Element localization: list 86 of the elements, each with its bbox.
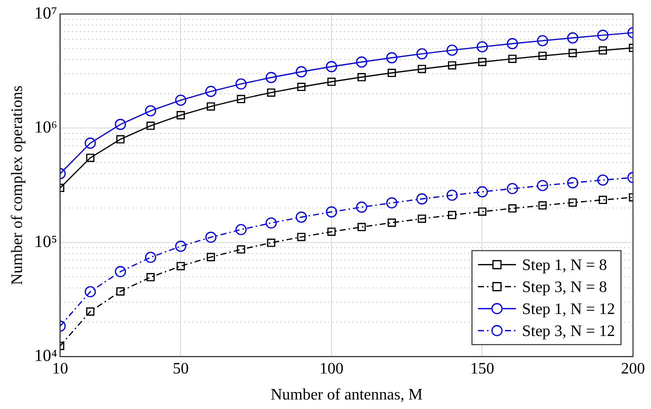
point (388, 218, 396, 227)
point (418, 64, 426, 74)
point (568, 48, 577, 58)
point (327, 228, 336, 236)
x-tick-label: 150 (470, 360, 494, 378)
point (536, 180, 548, 192)
point (327, 78, 336, 86)
point (386, 52, 398, 64)
point (236, 245, 246, 254)
point (597, 174, 608, 186)
point (478, 58, 486, 66)
point (476, 186, 488, 198)
point (146, 273, 155, 282)
point (478, 207, 486, 216)
point (296, 212, 307, 223)
point (358, 73, 366, 82)
point (418, 214, 426, 223)
point (536, 35, 548, 46)
point (446, 44, 458, 56)
point (206, 102, 216, 111)
point (476, 41, 488, 52)
point (506, 182, 518, 194)
point (297, 232, 306, 242)
point (84, 286, 96, 298)
point (176, 111, 185, 120)
point (86, 154, 94, 162)
point (236, 94, 246, 104)
legend-label: Step 1, N = 12 (522, 300, 616, 318)
point (448, 210, 456, 220)
point (267, 88, 276, 97)
legend-label: Step 3, N = 12 (522, 322, 616, 340)
point (175, 94, 186, 106)
y-tick-label: 10⁵ (34, 232, 58, 251)
point (598, 196, 607, 204)
point (114, 118, 126, 130)
x-tick-label: 50 (172, 360, 189, 378)
point (146, 122, 155, 130)
point (205, 232, 216, 243)
point (538, 201, 547, 210)
point (206, 252, 216, 262)
y-tick-label: 10⁶ (34, 118, 58, 137)
x-axis-title: Number of antennas, M (270, 386, 423, 404)
y-tick-label: 10⁷ (34, 3, 58, 22)
point (356, 202, 368, 213)
legend-label: Step 1, N = 8 (522, 256, 608, 274)
legend-label: Step 3, N = 8 (522, 278, 608, 296)
point (448, 61, 456, 70)
point (446, 190, 458, 201)
point (116, 135, 125, 144)
point (326, 61, 338, 72)
point (356, 56, 368, 68)
point (538, 52, 547, 60)
point (144, 105, 156, 116)
point (506, 38, 518, 50)
point (297, 82, 306, 92)
point (416, 48, 428, 60)
point (266, 72, 277, 84)
point (114, 266, 126, 278)
x-tick-label: 200 (621, 360, 645, 378)
point (388, 68, 396, 78)
point (326, 206, 338, 218)
point (205, 86, 216, 98)
point (267, 238, 276, 247)
point (567, 32, 578, 44)
point (176, 262, 185, 270)
point (86, 307, 94, 316)
point (296, 66, 307, 78)
point (597, 30, 608, 41)
point (567, 177, 578, 188)
point (235, 78, 247, 90)
point (386, 197, 398, 208)
point (358, 222, 366, 232)
point (266, 217, 277, 229)
point (568, 198, 577, 207)
x-tick-label: 10 (52, 360, 68, 378)
y-axis-title: Number of complex operations (8, 86, 26, 286)
point (116, 287, 125, 296)
point (508, 54, 517, 63)
point (175, 240, 186, 252)
x-tick-label: 100 (319, 360, 344, 378)
point (144, 252, 156, 263)
point (508, 204, 517, 213)
point (84, 138, 96, 149)
point (598, 46, 607, 55)
point (235, 224, 247, 236)
point (416, 193, 428, 204)
